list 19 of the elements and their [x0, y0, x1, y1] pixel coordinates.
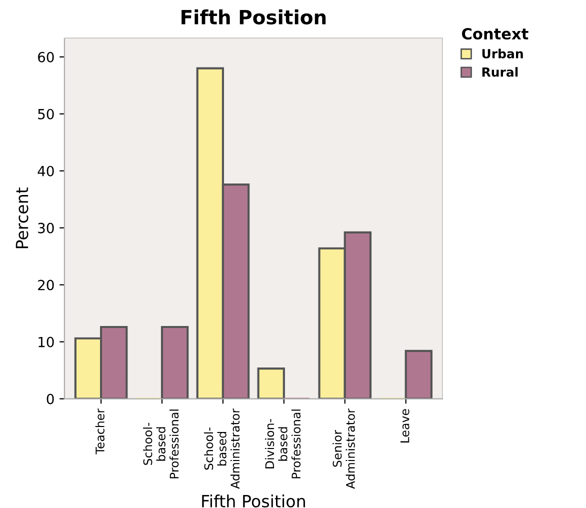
- y-tick-label: 60: [38, 52, 54, 62]
- y-tick-label: 40: [38, 166, 54, 176]
- x-tick-label: Leave: [400, 409, 410, 442]
- x-tick-label: Teacher: [95, 408, 104, 454]
- chart-title: Fifth Position: [182, 9, 326, 24]
- y-tick-label: 10: [38, 336, 54, 348]
- x-axis-title: Fifth Position: [202, 494, 305, 508]
- legend-label: Urban: [482, 48, 523, 58]
- y-tick-label: 20: [38, 280, 54, 290]
- y-tick-label: 0: [46, 394, 54, 404]
- x-tick-label: Senior Administrator: [332, 408, 355, 489]
- legend-label: Rural: [482, 67, 518, 77]
- x-tick-label: Division- based Professional: [264, 410, 301, 478]
- legend-title: Context: [462, 28, 528, 40]
- y-axis-title: Percent: [16, 187, 28, 248]
- y-tick-label: 30: [38, 222, 54, 234]
- x-tick-label: School- based Professional: [143, 410, 179, 478]
- x-tick-label: School- based Administrator: [204, 408, 240, 489]
- y-tick-label: 50: [38, 108, 54, 120]
